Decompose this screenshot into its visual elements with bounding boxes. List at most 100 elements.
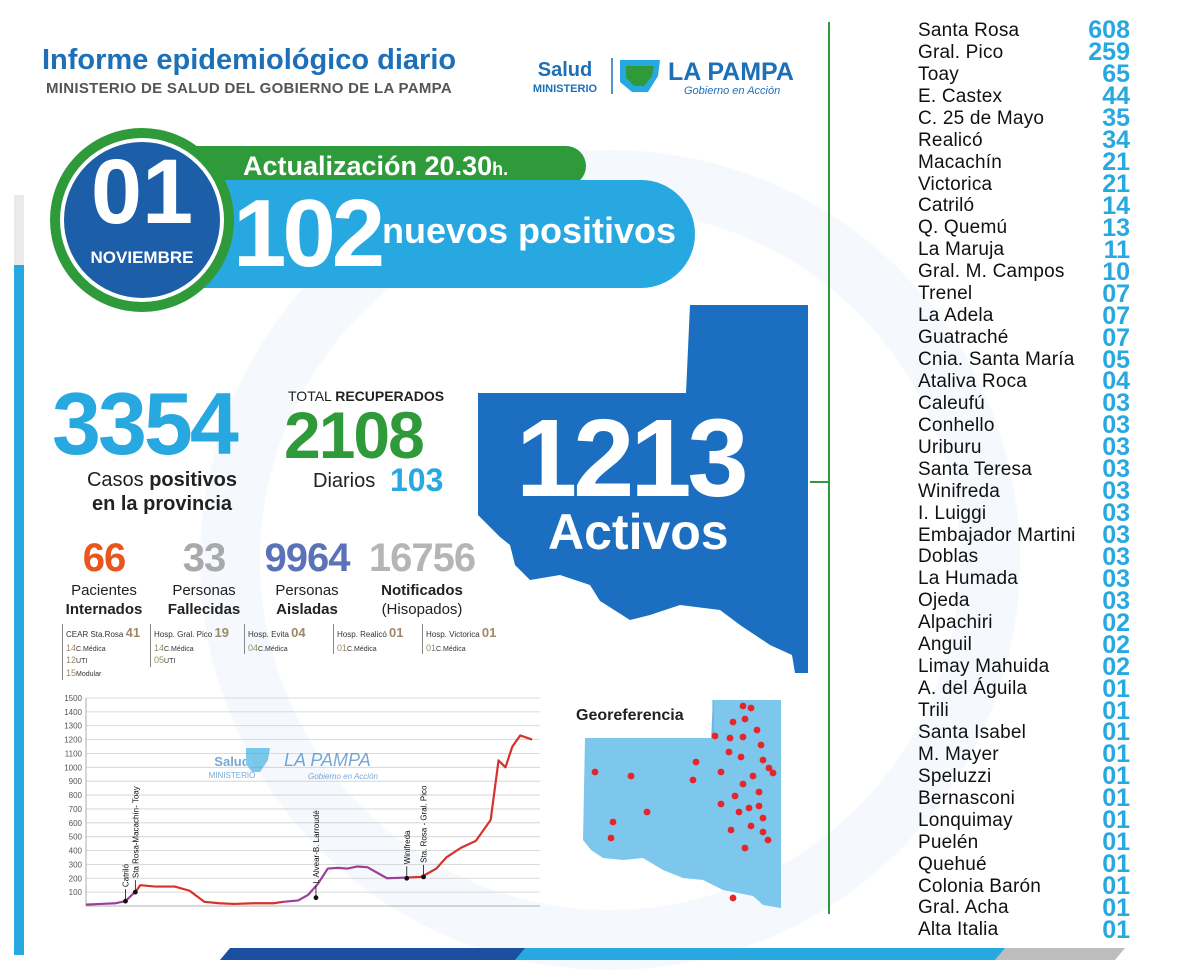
hospital-name: CEAR Sta.Rosa: [66, 630, 124, 639]
new-cases-banner: [150, 180, 695, 288]
location-name: Q. Quemú: [918, 217, 1008, 239]
chart-y-tick-label: 800: [69, 791, 83, 800]
hospital-name: Hosp. Gral. Pico: [154, 630, 213, 639]
location-name: Speluzzi: [918, 765, 992, 787]
location-count: 21: [1102, 170, 1130, 199]
location-row: Anguil 02: [918, 632, 1130, 657]
location-name: Bernasconi: [918, 787, 1016, 809]
recovered-title: TOTAL RECUPERADOS: [288, 388, 444, 404]
logo-ministerio-text: MINISTERIO: [533, 83, 598, 95]
date-circle: [60, 138, 224, 302]
hospital-line-label: C.Médica: [436, 645, 466, 653]
case-location-dot: [689, 776, 697, 784]
location-row: E. Castex 44: [918, 84, 1130, 109]
chart-y-tick-label: 1300: [64, 722, 82, 731]
case-location-dot: [735, 808, 743, 816]
location-name: La Humada: [918, 568, 1019, 590]
location-count: 21: [1102, 148, 1130, 177]
chart-y-tick-label: 200: [69, 874, 83, 883]
chart-logo-watermark: Salud MINISTERIO LA PAMPA Gobierno en Ac…: [209, 748, 379, 781]
location-row: Lonquimay 01: [918, 808, 1130, 833]
case-location-dot: [726, 734, 734, 742]
case-location-dot: [741, 715, 749, 723]
location-name: Trili: [918, 700, 949, 722]
location-row: Santa Teresa 03: [918, 457, 1130, 482]
location-name: C. 25 de Mayo: [918, 107, 1045, 129]
location-row: Winifreda 03: [918, 479, 1130, 504]
location-count: 14: [1102, 191, 1130, 220]
chart-marker-point: [404, 875, 410, 881]
logo-province-text: LA PAMPA: [668, 58, 794, 86]
hospital-realico: Hosp. Realicó 01 01C.Médica: [333, 624, 417, 655]
case-location-dot: [731, 792, 739, 800]
location-row: Guatraché 07: [918, 325, 1130, 350]
chart-series-line: [283, 865, 407, 903]
bottom-strip-grey: [994, 948, 1126, 960]
location-row: Santa Isabel 01: [918, 720, 1130, 745]
location-name: Gral. Acha: [918, 897, 1009, 919]
location-count: 01: [1102, 850, 1130, 879]
chart-y-tick-label: 300: [69, 860, 83, 869]
location-name: Victorica: [918, 173, 993, 195]
hospital-line-label: UTI: [76, 658, 88, 666]
location-row: La Humada 03: [918, 566, 1130, 591]
chart-y-tick-label: 1200: [64, 736, 82, 745]
location-name: M. Mayer: [918, 743, 999, 765]
location-name: Gral. Pico: [918, 41, 1004, 63]
location-name: Santa Teresa: [918, 458, 1033, 480]
chart-series-line: [134, 884, 284, 906]
chart-logo-slogan: Gobierno en Acción: [308, 772, 379, 781]
province-shield-icon: [620, 60, 660, 92]
list-divider-tick: [810, 481, 828, 483]
location-row: Gral. Acha 01: [918, 895, 1130, 920]
location-row: Bernasconi 01: [918, 786, 1130, 811]
location-count: 02: [1102, 652, 1130, 681]
chart-marker-label: Catriló: [121, 863, 130, 887]
location-name: Quehué: [918, 853, 987, 875]
hospital-line-value: 14: [154, 642, 165, 653]
hospital-line-label: UTI: [164, 658, 176, 666]
location-count: 03: [1102, 389, 1130, 418]
case-location-dot: [607, 834, 615, 842]
chart-y-tick-label: 1400: [64, 708, 82, 717]
location-row: Ataliva Roca 04: [918, 367, 1130, 396]
case-location-dot: [727, 826, 735, 834]
hospital-line-value: 01: [337, 642, 348, 653]
location-name: Catriló: [918, 195, 975, 217]
hospital-line-label: C.Médica: [164, 645, 194, 653]
case-location-dot: [643, 808, 651, 816]
case-location-dot: [711, 732, 719, 740]
case-location-dot: [692, 758, 700, 766]
stat-line1: Personas: [275, 582, 339, 599]
stat-value: 66: [82, 536, 127, 580]
location-row: Victorica 21: [918, 170, 1130, 199]
hospital-total: 04: [291, 625, 306, 640]
location-count: 11: [1103, 235, 1130, 264]
location-row: Gral. Pico 259: [918, 40, 1130, 65]
location-count: 01: [1102, 740, 1130, 769]
location-row: Speluzzi 01: [918, 764, 1130, 789]
location-name: Santa Rosa: [918, 19, 1020, 41]
date-day: 01: [90, 141, 194, 243]
chart-y-tick-label: 400: [69, 847, 83, 856]
location-count: 04: [1102, 367, 1130, 396]
hospital-total: 01: [389, 625, 404, 640]
list-divider: [828, 22, 830, 914]
chart-y-tick-label: 900: [69, 777, 83, 786]
case-location-dot: [745, 804, 753, 812]
case-location-dot: [759, 828, 767, 836]
chart-marker-label: I. Alvear-B. Larroudé: [312, 810, 321, 884]
location-row: Gral. M. Campos 10: [918, 259, 1130, 284]
stat-line1: Pacientes: [71, 582, 137, 599]
stat-fallecidas: 33 Personas Fallecidas: [156, 538, 252, 620]
case-location-dot: [609, 818, 617, 826]
total-positive-label: Casos positivos en la provincia: [52, 468, 272, 516]
hospital-total: 01: [481, 625, 497, 640]
location-row: La Adela 07: [918, 303, 1130, 328]
chart-logo-province: LA PAMPA: [284, 750, 371, 770]
chart-y-tick-label: 500: [69, 833, 83, 842]
location-name: Toay: [918, 63, 959, 85]
stat-value: 16756: [368, 536, 476, 580]
location-count: 03: [1102, 499, 1130, 528]
chart-marker-label: Sta Rosa-Macachín- Toay: [131, 786, 140, 878]
